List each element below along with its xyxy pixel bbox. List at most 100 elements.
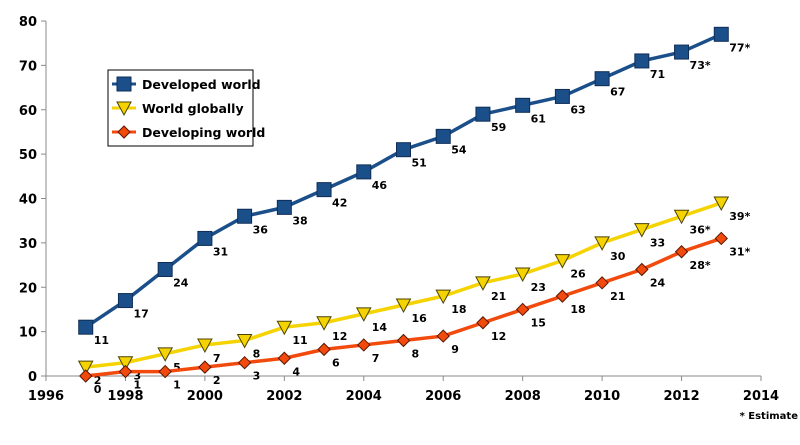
data-label: 63 (570, 103, 585, 116)
data-label: 71 (650, 68, 665, 81)
data-label: 59 (491, 121, 506, 134)
data-point (713, 26, 729, 42)
data-point (117, 293, 133, 309)
data-point (316, 316, 332, 331)
data-label: 18 (451, 303, 466, 316)
data-label: 1 (133, 379, 141, 392)
x-tick-label: 2004 (346, 389, 382, 404)
data-label: 42 (332, 197, 347, 210)
estimate-note: * Estimate (740, 411, 799, 422)
data-label: 11 (94, 334, 109, 347)
data-point (356, 164, 372, 180)
data-label: 36 (253, 223, 269, 236)
data-label: 61 (531, 112, 546, 125)
data-point (554, 254, 571, 269)
data-label: 9 (451, 343, 459, 356)
data-label: 3 (253, 370, 261, 383)
data-label: 6 (332, 356, 340, 369)
data-point (316, 182, 332, 198)
data-point (594, 236, 610, 251)
x-tick-label: 2014 (743, 389, 779, 404)
y-tick-label: 80 (19, 15, 37, 30)
data-label: 21 (491, 290, 506, 303)
legend: Developed world World globally Developing … (107, 69, 265, 147)
data-point (633, 223, 650, 238)
data-point (555, 289, 570, 303)
data-label: 21 (610, 290, 625, 303)
data-point (157, 347, 174, 362)
data-point (237, 208, 253, 224)
data-label: 7 (213, 352, 221, 365)
data-point (117, 356, 134, 371)
legend-label: Developed world (142, 77, 261, 92)
legend-item: World globally (112, 101, 244, 117)
legend-label: World globally (142, 101, 244, 116)
data-point (554, 88, 570, 104)
y-tick-label: 30 (19, 237, 37, 252)
data-point (355, 307, 372, 322)
y-tick-label: 50 (19, 148, 37, 163)
data-point (78, 319, 94, 335)
series-0: 11 17 24 31 36 38 42 46 51 54 59 61 63 67 71 73* 77* (78, 26, 751, 347)
data-label: 5 (173, 361, 181, 374)
data-label: 31* (729, 245, 750, 258)
data-point (197, 338, 213, 353)
y-tick-label: 10 (19, 326, 37, 341)
data-label: 1 (173, 379, 181, 392)
data-point (157, 262, 173, 277)
data-point (158, 364, 172, 379)
data-label: 2 (94, 374, 102, 387)
data-point (714, 231, 728, 246)
data-point (515, 302, 530, 317)
y-tick-label: 0 (28, 370, 37, 385)
data-point (77, 360, 94, 376)
data-point (594, 71, 610, 87)
x-tick-label: 2002 (266, 389, 302, 404)
data-point (118, 364, 133, 379)
x-tick-label: 2006 (425, 389, 461, 404)
data-label: 46 (372, 179, 388, 192)
data-point (595, 276, 609, 290)
data-label: 7 (372, 352, 380, 365)
data-label: 33 (650, 237, 665, 250)
data-label: 0 (94, 383, 102, 396)
data-point (635, 262, 649, 277)
legend-item: Developed world (112, 76, 261, 92)
legend-marker (116, 76, 132, 92)
data-label: 12 (491, 330, 506, 343)
data-label: 77* (729, 41, 750, 54)
data-label: 39* (729, 210, 750, 223)
data-label: 17 (133, 308, 148, 321)
x-tick-label: 1996 (28, 389, 64, 404)
data-label: 36* (690, 223, 711, 236)
data-label: 23 (531, 281, 546, 294)
data-point (276, 199, 292, 215)
data-label: 14 (372, 321, 388, 334)
x-tick-label: 1998 (107, 389, 143, 404)
data-point (476, 316, 490, 330)
legend-marker (117, 125, 131, 139)
data-label: 54 (451, 143, 467, 156)
x-tick-label: 2010 (584, 389, 620, 404)
data-label: 4 (292, 365, 300, 378)
data-label: 16 (412, 312, 428, 325)
data-label: 15 (531, 316, 546, 329)
y-tick-label: 60 (19, 104, 37, 119)
data-point (237, 355, 252, 370)
data-label: 2 (213, 374, 221, 387)
legend-item: Developing world (112, 125, 265, 140)
data-label: 12 (332, 330, 347, 343)
data-label: 28* (690, 259, 711, 272)
data-point (317, 342, 331, 357)
data-point (436, 329, 450, 343)
data-point (396, 333, 411, 348)
data-label: 24 (650, 277, 666, 290)
data-point (515, 97, 531, 113)
data-label: 3 (133, 370, 141, 383)
data-label: 11 (292, 334, 307, 347)
data-point (674, 44, 690, 60)
data-point (673, 209, 690, 225)
